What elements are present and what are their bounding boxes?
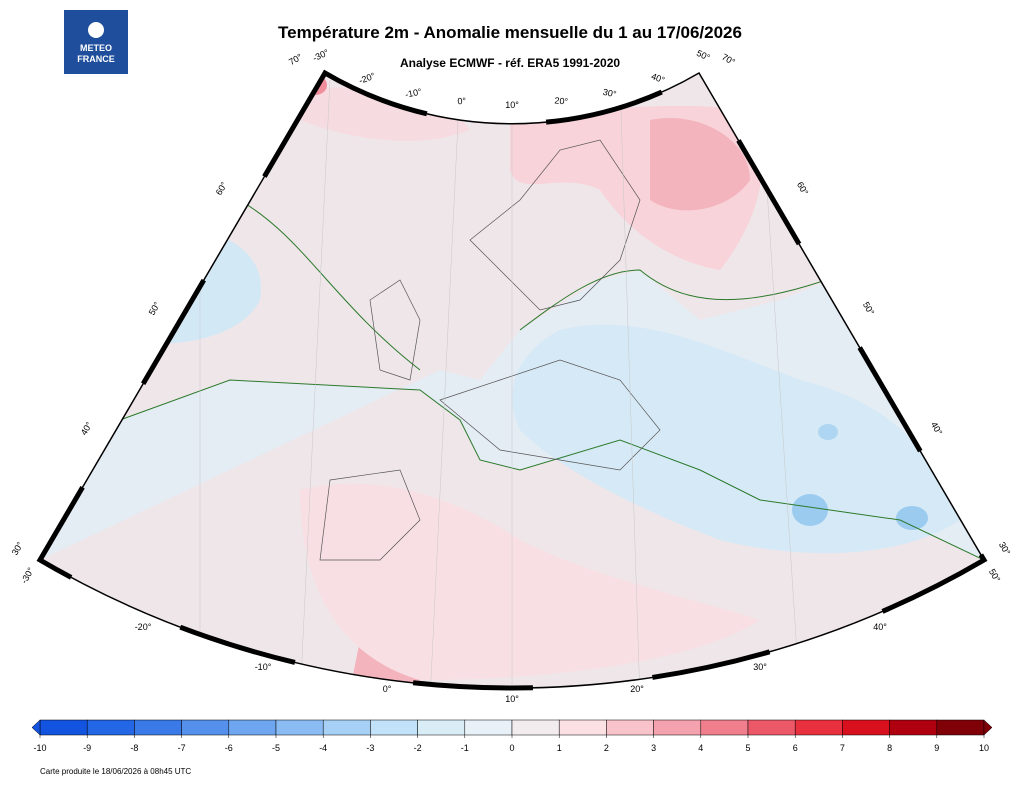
colorbar-box bbox=[606, 719, 654, 736]
colorbar-box bbox=[653, 719, 702, 736]
logo-icon bbox=[88, 22, 104, 38]
graticule-label: 0° bbox=[383, 684, 392, 694]
colorbar-box bbox=[936, 719, 985, 736]
colorbar-label: 10 bbox=[979, 743, 989, 753]
colorbar-label: 5 bbox=[745, 743, 750, 753]
colorbar-label: -10 bbox=[33, 743, 46, 753]
colorbar-box bbox=[370, 719, 418, 736]
colorbar-box bbox=[511, 719, 560, 736]
colorbar-box bbox=[747, 719, 796, 736]
colorbar-box bbox=[558, 719, 607, 736]
colorbar-label: -8 bbox=[130, 743, 138, 753]
graticule-label: 60° bbox=[214, 180, 230, 197]
colorbar-label: 1 bbox=[557, 743, 562, 753]
colorbar-box bbox=[794, 719, 843, 736]
graticule-label: -20° bbox=[357, 71, 376, 86]
colorbar-box bbox=[417, 719, 466, 736]
colorbar-arrow bbox=[983, 719, 993, 736]
graticule-labels: 70° -30° -20° -10° 0° 10° 20° 30° 40° 50° 70° 60° 50… bbox=[10, 47, 1013, 704]
graticule-label: 30° bbox=[997, 540, 1013, 557]
colorbar: -10 -9 -8 -7 -6 -5 -4 -3 -2 -1 0 1 2 3 4 5 6 7 8 9 10 bbox=[31, 719, 993, 753]
colorbar-label: -3 bbox=[366, 743, 374, 753]
logo-text: FRANCE bbox=[77, 54, 115, 64]
graticule-label: 40° bbox=[79, 420, 95, 437]
graticule-label: 60° bbox=[795, 180, 811, 197]
colorbar-label: 3 bbox=[651, 743, 656, 753]
graticule-label: 50° bbox=[987, 567, 1003, 584]
colorbar-box bbox=[700, 719, 749, 736]
colorbar-label: 4 bbox=[698, 743, 703, 753]
colorbar-box bbox=[228, 719, 277, 736]
graticule-label: -20° bbox=[135, 622, 152, 632]
colorbar-label: -2 bbox=[414, 743, 422, 753]
colorbar-label: 7 bbox=[840, 743, 845, 753]
colorbar-box bbox=[86, 719, 135, 736]
graticule-label: 70° bbox=[287, 51, 304, 67]
graticule-label: 30° bbox=[10, 540, 26, 557]
graticule-label: 50° bbox=[147, 300, 163, 317]
graticule-label: 20° bbox=[630, 684, 644, 694]
colorbar-label: 9 bbox=[934, 743, 939, 753]
colorbar-label: -5 bbox=[272, 743, 280, 753]
graticule-label: 50° bbox=[861, 300, 877, 317]
graticule-label: -30° bbox=[311, 47, 331, 63]
colorbar-label: -4 bbox=[319, 743, 327, 753]
graticule-label: 10° bbox=[505, 694, 519, 704]
colorbar-box bbox=[889, 719, 938, 736]
graticule-label: 0° bbox=[457, 96, 467, 107]
colorbar-box bbox=[181, 719, 230, 736]
colorbar-label: 0 bbox=[509, 743, 514, 753]
colorbar-arrow bbox=[31, 719, 41, 736]
colorbar-box bbox=[464, 719, 513, 736]
colorbar-label: -7 bbox=[178, 743, 186, 753]
graticule-label: 20° bbox=[554, 95, 569, 106]
colorbar-box bbox=[322, 719, 371, 736]
graticule-label: 10° bbox=[505, 100, 519, 110]
graticule-label: 30° bbox=[753, 662, 767, 672]
colorbar-label: -9 bbox=[83, 743, 91, 753]
graticule-label: -30° bbox=[19, 565, 36, 585]
colorbar-label: -1 bbox=[461, 743, 469, 753]
subtitle: Analyse ECMWF - réf. ERA5 1991-2020 bbox=[400, 56, 620, 70]
footer: Carte produite le 18/06/2026 à 08h45 UTC bbox=[40, 767, 191, 776]
colorbar-box bbox=[842, 719, 890, 736]
colorbar-box bbox=[134, 719, 182, 736]
colorbar-box bbox=[39, 719, 88, 736]
graticule-label: 50° bbox=[695, 48, 712, 63]
title: Température 2m - Anomalie mensuelle du 1… bbox=[278, 23, 742, 42]
graticule-label: 70° bbox=[720, 52, 737, 68]
graticule-label: 40° bbox=[873, 622, 887, 632]
colorbar-label: 6 bbox=[793, 743, 798, 753]
map-frame-ticks bbox=[36, 69, 988, 691]
logo bbox=[64, 10, 128, 74]
graticule-label: 40° bbox=[650, 71, 667, 85]
colorbar-label: 8 bbox=[887, 743, 892, 753]
graticule-label: 30° bbox=[602, 87, 618, 100]
colorbar-label: -6 bbox=[225, 743, 233, 753]
logo-text: METEO bbox=[80, 43, 112, 53]
colorbar-box bbox=[275, 719, 324, 736]
colorbar-label: 2 bbox=[604, 743, 609, 753]
graticule-label: 40° bbox=[929, 420, 945, 437]
graticule-label: -10° bbox=[255, 662, 272, 672]
graticule-label: -10° bbox=[404, 86, 423, 99]
